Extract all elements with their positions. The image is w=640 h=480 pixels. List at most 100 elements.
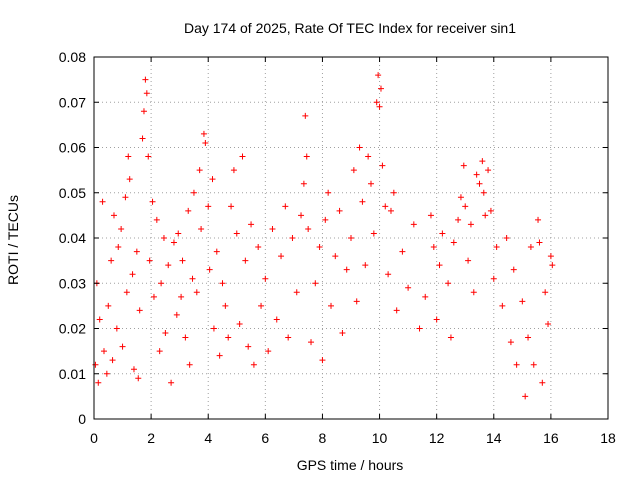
- data-point: [168, 379, 175, 386]
- data-point: [142, 76, 149, 83]
- data-point: [319, 357, 326, 364]
- x-tick-label: 2: [147, 430, 155, 446]
- data-point: [185, 207, 192, 214]
- x-tick-label: 12: [429, 430, 445, 446]
- data-point: [146, 257, 153, 264]
- data-point: [100, 348, 107, 355]
- data-point: [219, 280, 226, 287]
- data-point: [382, 203, 389, 210]
- data-point: [447, 334, 454, 341]
- data-point: [125, 153, 132, 160]
- data-point: [123, 289, 130, 296]
- data-point: [143, 90, 150, 97]
- data-point: [135, 375, 142, 382]
- data-point: [265, 348, 272, 355]
- data-point: [455, 216, 462, 223]
- y-tick-label: 0.03: [59, 275, 86, 291]
- data-point: [273, 316, 280, 323]
- x-tick-label: 10: [372, 430, 388, 446]
- data-point: [230, 167, 237, 174]
- data-point: [399, 248, 406, 255]
- y-tick-label: 0.06: [59, 140, 86, 156]
- data-point: [439, 230, 446, 237]
- data-point: [519, 298, 526, 305]
- y-tick-label: 0.01: [59, 366, 86, 382]
- data-point: [373, 99, 380, 106]
- data-point: [302, 112, 309, 119]
- data-point: [95, 379, 102, 386]
- data-point: [190, 189, 197, 196]
- data-point: [200, 130, 207, 137]
- x-axis-title: GPS time / hours: [297, 457, 404, 473]
- data-point: [245, 343, 252, 350]
- data-point: [160, 235, 167, 241]
- data-point: [365, 153, 372, 160]
- data-point: [103, 370, 110, 377]
- data-point: [343, 266, 350, 273]
- data-point: [312, 280, 319, 287]
- data-point: [479, 158, 486, 165]
- data-point: [269, 225, 276, 232]
- data-point: [303, 153, 310, 160]
- data-point: [282, 203, 289, 210]
- data-point: [376, 103, 383, 110]
- data-point: [298, 212, 305, 219]
- data-point: [115, 244, 122, 251]
- data-point: [433, 316, 440, 323]
- data-point: [242, 257, 249, 264]
- data-point: [350, 167, 357, 174]
- y-tick-label: 0.07: [59, 94, 86, 110]
- data-point: [122, 194, 129, 201]
- data-point: [285, 334, 292, 341]
- data-point: [118, 225, 125, 232]
- data-point: [130, 366, 137, 373]
- data-point: [513, 361, 520, 368]
- data-point: [332, 253, 339, 260]
- data-point: [393, 307, 400, 314]
- data-point: [308, 339, 315, 346]
- data-point: [140, 108, 147, 115]
- data-point: [416, 325, 423, 332]
- data-point: [522, 393, 529, 400]
- data-point: [196, 167, 203, 174]
- data-point: [362, 262, 369, 269]
- data-point: [490, 275, 497, 282]
- data-point: [485, 167, 492, 174]
- x-tick-label: 4: [204, 430, 212, 446]
- data-point: [216, 352, 223, 359]
- data-point: [239, 153, 246, 160]
- data-points: [92, 72, 556, 400]
- data-point: [258, 302, 265, 309]
- data-point: [255, 244, 262, 251]
- data-point: [353, 298, 360, 305]
- y-axis-ticks: 0 0.01 0.02 0.03 0.04 0.05 0.06 0.07 0.08: [59, 49, 608, 427]
- data-point: [525, 334, 532, 341]
- data-point: [156, 348, 163, 355]
- data-point: [325, 189, 332, 196]
- data-point: [202, 139, 209, 146]
- data-point: [210, 325, 217, 332]
- x-tick-label: 6: [261, 430, 269, 446]
- data-point: [427, 212, 434, 219]
- data-point: [387, 207, 394, 214]
- data-point: [367, 180, 374, 187]
- data-point: [359, 198, 366, 205]
- data-point: [233, 230, 240, 237]
- data-point: [545, 320, 552, 327]
- data-point: [527, 244, 534, 251]
- data-point: [348, 235, 354, 241]
- data-point: [175, 230, 182, 237]
- data-point: [110, 212, 117, 219]
- data-point: [487, 207, 494, 214]
- data-point: [316, 244, 323, 251]
- data-point: [145, 153, 152, 160]
- data-point: [499, 302, 506, 309]
- data-point: [182, 334, 189, 341]
- data-point: [305, 225, 312, 232]
- data-point: [530, 361, 537, 368]
- data-point: [467, 221, 474, 228]
- y-tick-label: 0.02: [59, 321, 86, 337]
- data-point: [385, 271, 392, 278]
- grid-lines: [94, 57, 608, 419]
